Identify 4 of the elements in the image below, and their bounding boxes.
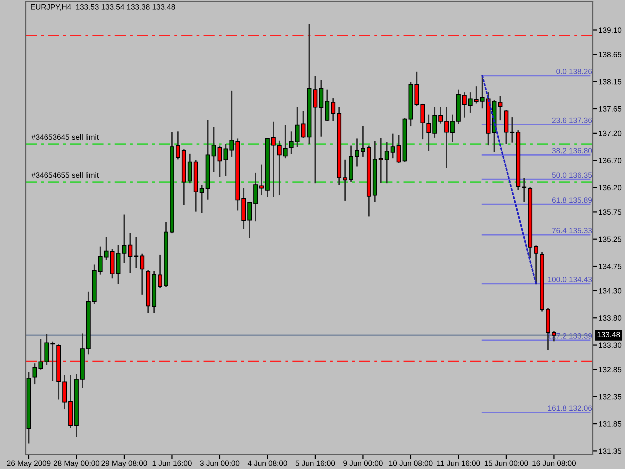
line-series [482, 75, 538, 285]
candlestick [116, 245, 121, 284]
candlestick [212, 127, 216, 172]
candlestick [498, 96, 503, 121]
